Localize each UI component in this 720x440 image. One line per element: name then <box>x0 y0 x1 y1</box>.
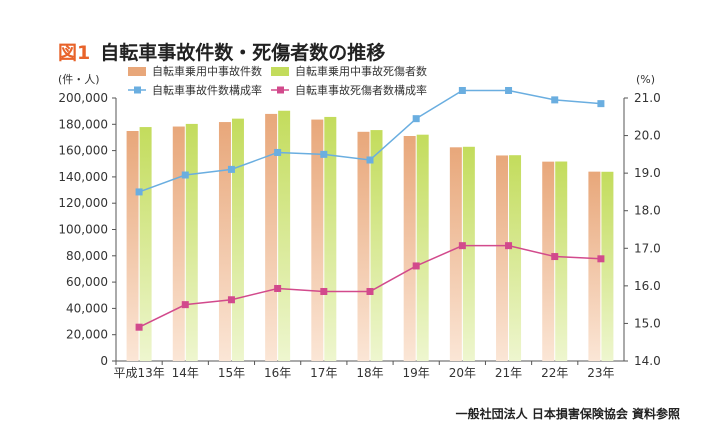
line-point <box>505 86 513 94</box>
y-left-tick-label: 180,000 <box>58 117 108 131</box>
source-note: 一般社団法人 日本損害保険協会 資料参照 <box>455 407 680 421</box>
line-point <box>366 287 374 295</box>
line-series-casualty-rate <box>138 244 601 328</box>
y-right-tick-label: 17.0 <box>634 241 661 255</box>
x-tick-label: 17年 <box>310 366 337 380</box>
x-tick-label: 23年 <box>587 366 614 380</box>
line-point <box>135 188 143 196</box>
y-left-tick-label: 160,000 <box>58 144 108 158</box>
line-point <box>458 242 466 250</box>
line-point <box>227 165 235 173</box>
legend-label: 自転車乗用中事故死傷者数 <box>295 64 427 78</box>
y-right-tick-label: 20.0 <box>634 129 661 143</box>
y-left-tick-label: 0 <box>100 354 108 368</box>
x-tick-label: 16年 <box>264 366 291 380</box>
y-left-tick-label: 140,000 <box>58 170 108 184</box>
bar-casualties <box>601 171 614 361</box>
line-point <box>366 156 374 164</box>
line-point <box>505 242 513 250</box>
x-tick-label: 平成13年 <box>113 366 164 380</box>
line-point <box>551 96 559 104</box>
line-point <box>551 253 559 261</box>
figure-number: 図1 <box>58 42 91 64</box>
bar-accidents <box>311 119 324 361</box>
line-point <box>412 262 420 270</box>
legend-marker <box>277 86 284 94</box>
y-right-tick-label: 19.0 <box>634 166 661 180</box>
x-tick-label: 20年 <box>449 366 476 380</box>
chart-title: 図1 自転車事故件数・死傷者数の推移 <box>58 38 385 65</box>
bar-accidents <box>449 147 462 361</box>
bar-casualties <box>139 127 152 362</box>
y-left-tick-label: 40,000 <box>66 301 108 315</box>
bar-casualties <box>555 161 568 361</box>
y-left-tick-label: 100,000 <box>58 223 108 237</box>
y-right-tick-label: 16.0 <box>634 279 661 293</box>
bar-casualties <box>324 116 337 361</box>
line-point <box>458 86 466 94</box>
bar-casualties <box>370 130 383 361</box>
bar-accidents <box>265 113 278 361</box>
y-right-axis-label: (%) <box>636 73 655 86</box>
line-point <box>181 301 189 309</box>
line-point <box>135 323 143 331</box>
y-right-tick-label: 15.0 <box>634 316 661 330</box>
legend-marker <box>134 86 141 94</box>
bar-accidents <box>542 161 555 361</box>
y-left-tick-label: 80,000 <box>66 249 108 263</box>
line-point <box>227 296 235 304</box>
y-left-tick-label: 60,000 <box>66 275 108 289</box>
legend-swatch <box>271 67 289 76</box>
y-right-tick-label: 21.0 <box>634 91 661 105</box>
bar-accidents <box>357 131 370 361</box>
figure-title: 自転車事故件数・死傷者数の推移 <box>100 42 386 64</box>
bar-casualties <box>509 155 522 361</box>
bar-casualties <box>278 110 291 362</box>
legend-label: 自転車乗用中事故件数 <box>152 64 262 78</box>
line-point <box>597 255 605 263</box>
x-tick-label: 14年 <box>172 366 199 380</box>
x-tick-label: 19年 <box>403 366 430 380</box>
bar-casualties <box>416 134 429 361</box>
line-point <box>274 148 282 156</box>
y-left-tick-label: 20,000 <box>66 328 108 342</box>
legend-label: 自転車事故件数構成率 <box>152 83 262 97</box>
bar-accidents <box>218 122 231 361</box>
x-tick-label: 22年 <box>541 366 568 380</box>
bar-accidents <box>588 171 601 361</box>
y-left-axis-label: (件・人) <box>58 73 100 86</box>
x-tick-label: 21年 <box>495 366 522 380</box>
x-tick-label: 15年 <box>218 366 245 380</box>
bar-accidents <box>403 136 416 361</box>
bar-accidents <box>496 155 509 361</box>
line-point <box>597 100 605 108</box>
y-left-tick-label: 120,000 <box>58 196 108 210</box>
bar-casualties <box>231 118 244 361</box>
bar-accidents <box>172 126 185 362</box>
line-point <box>181 171 189 179</box>
y-left-tick-label: 200,000 <box>58 91 108 105</box>
y-right-tick-label: 14.0 <box>634 354 661 368</box>
line-point <box>320 287 328 295</box>
line-point <box>320 150 328 158</box>
bar-casualties <box>462 146 475 361</box>
y-right-tick-label: 18.0 <box>634 204 661 218</box>
x-tick-label: 18年 <box>356 366 383 380</box>
bar-casualties <box>185 123 198 361</box>
legend-swatch <box>128 67 146 76</box>
line-point <box>412 115 420 123</box>
line-point <box>274 284 282 292</box>
line-series-accident-rate <box>138 89 601 193</box>
legend-label: 自転車事故死傷者数構成率 <box>295 83 427 97</box>
